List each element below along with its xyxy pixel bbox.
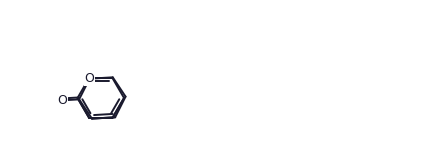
Text: O: O — [84, 72, 95, 85]
Text: O: O — [57, 94, 67, 107]
